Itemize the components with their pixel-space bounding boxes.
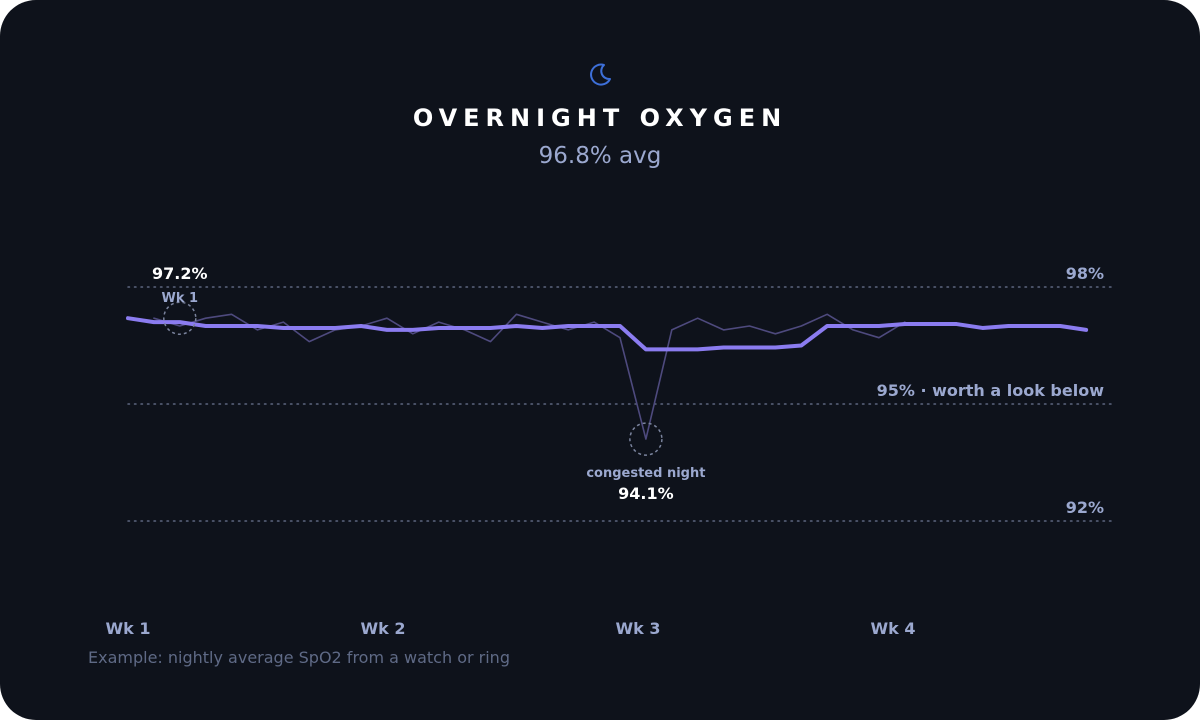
annotation-marker-1 bbox=[629, 422, 663, 456]
trend-line bbox=[126, 316, 1089, 352]
x-tick-label-2: Wk 3 bbox=[616, 619, 661, 638]
annotation-marker-0 bbox=[163, 301, 197, 335]
reference-label-0: 98% bbox=[1066, 264, 1104, 283]
footnote: Example: nightly average SpO2 from a wat… bbox=[88, 648, 510, 667]
x-tick-label-3: Wk 4 bbox=[871, 619, 916, 638]
annotation-value-1: 94.1% bbox=[618, 484, 674, 503]
annotation-label-1: congested night bbox=[586, 466, 705, 481]
reference-label-1: 95% · worth a look below bbox=[877, 381, 1105, 400]
x-tick-label-1: Wk 2 bbox=[361, 619, 406, 638]
reference-label-2: 92% bbox=[1066, 498, 1104, 517]
annotation-label-0: Wk 1 bbox=[162, 291, 199, 306]
chart-title: OVERNIGHT OXYGEN bbox=[412, 104, 788, 132]
x-tick-label-0: Wk 1 bbox=[106, 619, 151, 638]
chart-subtitle: 96.8% avg bbox=[538, 143, 662, 169]
annotation-value-0: 97.2% bbox=[152, 264, 208, 283]
nightly-line bbox=[153, 313, 906, 440]
moon-icon bbox=[590, 63, 611, 86]
